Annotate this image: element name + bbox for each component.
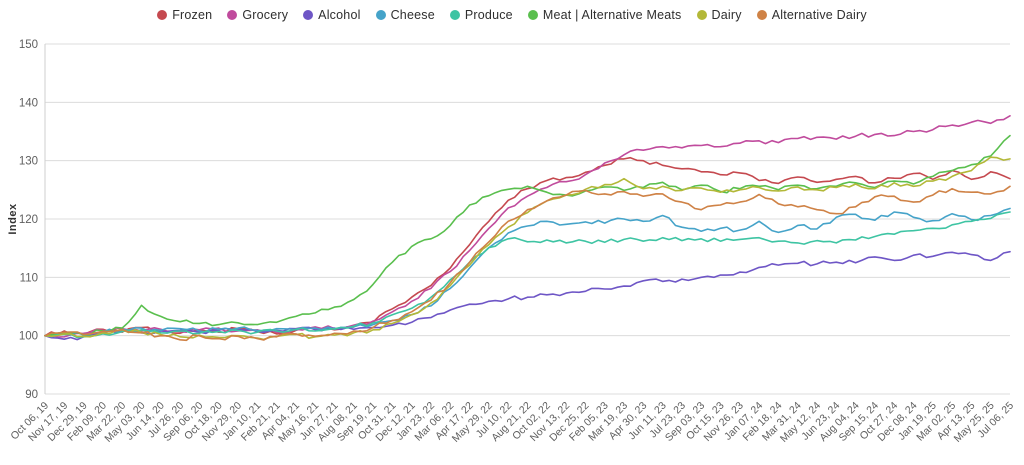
legend-marker-icon	[375, 10, 386, 20]
legend-marker-icon	[756, 10, 767, 20]
series-line-dairy	[44, 156, 1011, 341]
legend-marker-icon	[303, 10, 314, 20]
series-line-frozen	[44, 156, 1011, 337]
series-line-grocery	[44, 115, 1011, 338]
legend-item-alternative-dairy[interactable]: Alternative Dairy	[756, 8, 867, 22]
legend-label: Alternative Dairy	[771, 8, 867, 22]
legend-marker-icon	[696, 10, 707, 20]
y-tick-label: 100	[19, 331, 38, 343]
series-line-alternative-dairy	[44, 185, 1011, 342]
legend-item-meat-alternative-meats[interactable]: Meat | Alternative Meats	[527, 8, 682, 22]
y-axis-title: Index	[7, 203, 19, 235]
legend-label: Alcohol	[318, 8, 361, 22]
legend-item-alcohol[interactable]: Alcohol	[303, 8, 360, 22]
legend-marker-icon	[227, 10, 238, 20]
series-line-produce	[44, 211, 1011, 339]
y-tick-label: 150	[19, 39, 38, 51]
legend-label: Frozen	[172, 8, 213, 22]
legend-item-cheese[interactable]: Cheese	[375, 8, 435, 22]
y-tick-label: 140	[19, 97, 38, 109]
legend-label: Grocery	[242, 8, 289, 22]
legend-marker-icon	[527, 10, 538, 20]
legend-item-frozen[interactable]: Frozen	[157, 8, 212, 22]
legend-marker-icon	[157, 10, 168, 20]
series-line-alcohol	[44, 250, 1011, 341]
y-tick-label: 120	[19, 214, 38, 226]
legend-item-grocery[interactable]: Grocery	[227, 8, 288, 22]
y-tick-label: 130	[19, 156, 38, 168]
legend-marker-icon	[449, 10, 460, 20]
legend-label: Produce	[464, 8, 513, 22]
legend-label: Dairy	[711, 8, 742, 22]
y-tick-label: 90	[25, 389, 38, 401]
legend-item-produce[interactable]: Produce	[449, 8, 513, 22]
y-tick-label: 110	[20, 272, 38, 284]
legend-label: Cheese	[390, 8, 435, 22]
series-line-cheese	[44, 207, 1011, 338]
chart-legend: Frozen Grocery Alcohol Cheese Produce Meat | …	[0, 8, 1024, 22]
series-line-meat-alternative-meats	[44, 134, 1011, 337]
legend-item-dairy[interactable]: Dairy	[696, 8, 742, 22]
legend-label: Meat | Alternative Meats	[542, 8, 682, 22]
